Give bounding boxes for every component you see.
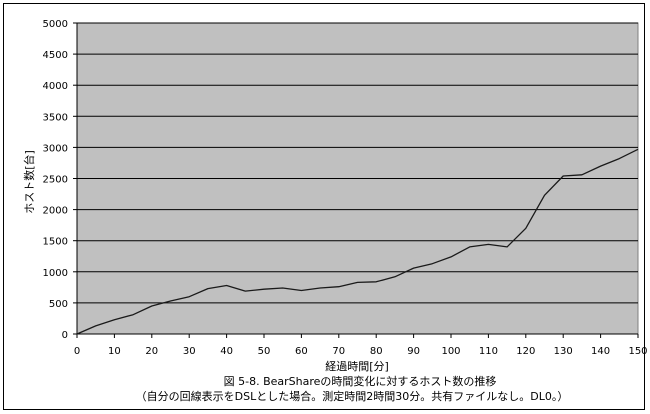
y-tick-label: 3500 xyxy=(43,112,68,123)
y-tick-label: 4000 xyxy=(43,81,68,92)
x-tick-label: 150 xyxy=(628,346,647,357)
gridlines xyxy=(77,22,638,304)
y-axis-title: ホスト数[台] xyxy=(22,150,36,214)
x-tick-label: 80 xyxy=(370,346,383,357)
y-tick-label: 3000 xyxy=(43,143,68,154)
x-tick-label: 20 xyxy=(145,346,158,357)
y-tick-label: 2500 xyxy=(43,175,68,186)
series-line xyxy=(76,148,639,335)
x-tick-label: 140 xyxy=(591,346,610,357)
x-tick-label: 50 xyxy=(258,346,271,357)
axes xyxy=(73,22,639,338)
x-tick-label: 110 xyxy=(479,346,498,357)
x-axis-title: 経過時間[分] xyxy=(325,360,389,373)
y-tick-label: 1500 xyxy=(43,237,68,248)
x-tick-label: 130 xyxy=(554,346,573,357)
x-tick-label: 0 xyxy=(74,346,80,357)
chart-subtitle: （自分の回線表示をDSLとした場合。測定時間2時間30分。共有ファイルなし。DL… xyxy=(136,389,569,403)
y-tick-label: 0 xyxy=(62,330,68,341)
x-tick-label: 120 xyxy=(516,346,535,357)
x-tick-label: 30 xyxy=(183,346,196,357)
x-tick-labels: 0 10 20 30 40 50 60 70 80 90 100 110 120 130 140 150 xyxy=(74,346,648,357)
y-tick-label: 500 xyxy=(49,299,68,310)
x-tick-label: 70 xyxy=(332,346,345,357)
chart-title: 図 5-8. BearShareの時間変化に対するホスト数の推移 xyxy=(224,374,497,388)
y-tick-label: 1000 xyxy=(43,268,68,279)
x-tick-label: 10 xyxy=(108,346,121,357)
y-tick-label: 5000 xyxy=(43,19,68,30)
x-tick-label: 100 xyxy=(441,346,460,357)
y-tick-labels: 0 500 1000 1500 2000 2500 3000 3500 4000 4500 5000 xyxy=(43,19,68,341)
series xyxy=(76,148,639,335)
x-tick-label: 90 xyxy=(407,346,420,357)
y-tick-label: 4500 xyxy=(43,50,68,61)
x-tick-label: 40 xyxy=(220,346,233,357)
y-tick-label: 2000 xyxy=(43,206,68,217)
x-tick-label: 60 xyxy=(295,346,308,357)
